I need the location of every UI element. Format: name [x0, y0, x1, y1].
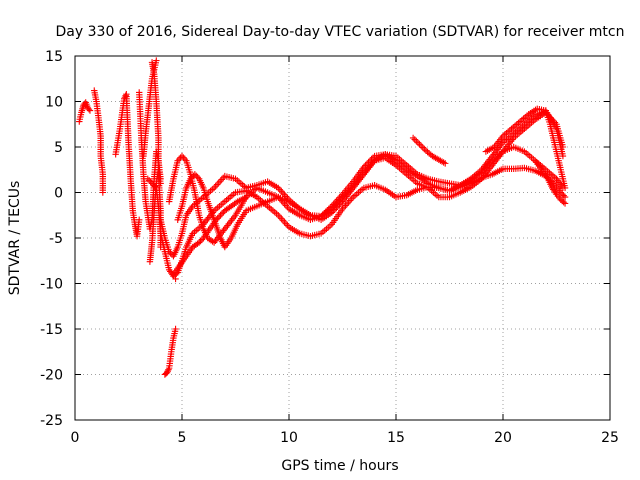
- data-point: [559, 143, 567, 151]
- y-tick-label: 5: [54, 140, 63, 156]
- data-point: [218, 210, 226, 217]
- data-point: [175, 155, 183, 163]
- data-point: [172, 275, 179, 283]
- y-tick-label: 0: [54, 186, 63, 202]
- x-tick-label: 25: [601, 430, 619, 446]
- x-tick-label: 5: [178, 430, 187, 446]
- data-point: [561, 200, 569, 207]
- data-point: [561, 184, 569, 192]
- data-point: [188, 174, 196, 181]
- data-point: [198, 236, 206, 243]
- data-point: [165, 366, 172, 373]
- y-tick-label: -25: [40, 413, 63, 429]
- data-point: [165, 248, 173, 255]
- data-point: [167, 249, 174, 257]
- data-point: [151, 183, 159, 190]
- y-tick-label: 15: [45, 49, 63, 65]
- data-point: [148, 180, 156, 187]
- data-point: [557, 189, 564, 196]
- data-point: [178, 152, 186, 160]
- data-point: [181, 155, 189, 163]
- data-point: [157, 180, 164, 187]
- data-point: [144, 175, 151, 183]
- series-s12: [170, 193, 250, 278]
- data-point: [561, 193, 569, 201]
- data-point: [217, 212, 224, 219]
- y-tick-label: -10: [40, 277, 63, 293]
- data-point: [172, 325, 179, 333]
- data-point: [325, 205, 332, 213]
- data-point: [559, 190, 566, 198]
- x-tick-label: 0: [71, 430, 80, 446]
- series-s11: [174, 109, 567, 251]
- data-point: [330, 207, 337, 215]
- data-point: [328, 209, 335, 216]
- data-point: [174, 157, 181, 164]
- tick-labels: 0 5 10 15 20 25 15 10 5 0 -5 -10 -15 -20 -25: [40, 49, 619, 446]
- data-point: [99, 189, 107, 196]
- data-point: [153, 57, 160, 64]
- chart-title: Day 330 of 2016, Sidereal Day-to-day VTE…: [56, 24, 625, 40]
- data-point: [86, 107, 94, 114]
- series-s1: [76, 99, 94, 125]
- data-point: [163, 369, 171, 376]
- series-s17: [531, 157, 569, 207]
- y-tick-label: -15: [40, 322, 63, 338]
- data-point: [191, 171, 199, 178]
- data-point: [136, 216, 143, 223]
- y-axis-label: SDTVAR / TECUs: [7, 181, 23, 296]
- data-point: [360, 163, 368, 171]
- x-axis-label: GPS time / hours: [281, 458, 398, 474]
- data-point: [195, 239, 203, 246]
- data-point: [145, 177, 153, 184]
- grid-lines: [75, 56, 610, 420]
- axis-ticks: [74, 55, 611, 421]
- series-s15: [409, 134, 449, 167]
- data-point: [337, 199, 345, 207]
- series-s13: [161, 325, 179, 378]
- data-point: [213, 216, 220, 223]
- data-point: [150, 181, 157, 189]
- data-point: [164, 367, 171, 375]
- data-point: [334, 203, 342, 210]
- data-point: [442, 160, 449, 167]
- data-point: [324, 207, 331, 214]
- data-point: [243, 193, 250, 201]
- series-s16: [482, 105, 569, 192]
- y-tick-label: -20: [40, 368, 63, 384]
- data-point: [336, 201, 343, 208]
- data-point: [85, 106, 93, 113]
- data-point: [215, 213, 223, 220]
- x-tick-label: 15: [387, 430, 405, 446]
- y-tick-label: -5: [49, 231, 63, 247]
- series-s2: [91, 87, 107, 196]
- data-point: [147, 178, 154, 186]
- data-point: [331, 206, 339, 213]
- series-s14: [172, 275, 179, 283]
- data-point: [197, 237, 204, 245]
- data-point: [214, 215, 221, 222]
- data-point: [187, 175, 194, 183]
- data-point: [122, 92, 129, 99]
- y-tick-label: 10: [45, 95, 63, 111]
- data-point: [194, 174, 201, 181]
- data-point: [559, 152, 567, 160]
- data-point: [560, 192, 567, 199]
- x-tick-label: 10: [280, 430, 298, 446]
- x-tick-label: 20: [494, 430, 512, 446]
- data-point: [193, 172, 200, 180]
- series-s3: [112, 91, 143, 240]
- data-point: [327, 204, 334, 211]
- data-point: [333, 204, 340, 212]
- data-point: [560, 199, 567, 206]
- data-markers: [76, 57, 569, 378]
- data-point: [180, 154, 187, 161]
